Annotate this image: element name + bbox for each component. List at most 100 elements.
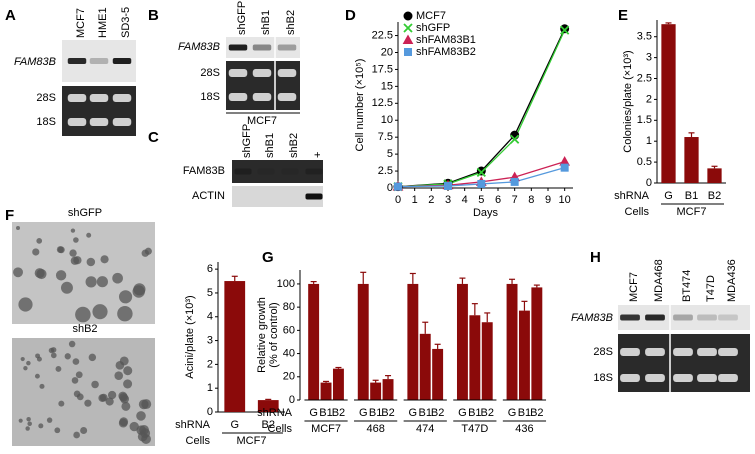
acinus — [64, 353, 71, 360]
acinus — [141, 399, 152, 410]
bar — [684, 137, 699, 183]
acinus — [99, 393, 108, 402]
band — [277, 93, 297, 101]
bar — [308, 283, 320, 400]
acinus — [23, 366, 28, 371]
x-tick-label: B1 — [419, 407, 432, 419]
row-label: 18S — [36, 116, 56, 128]
acinus — [20, 356, 25, 362]
acinus — [36, 268, 47, 280]
band — [620, 314, 640, 321]
band — [67, 58, 87, 64]
x-tick-label: 7 — [512, 194, 518, 206]
y-axis-title: Cell number (×10⁵) — [354, 59, 366, 152]
band — [697, 374, 717, 382]
band — [252, 69, 272, 77]
lane-label: shB1 — [260, 10, 272, 35]
x-tick-label: B2 — [381, 407, 394, 419]
x-tick-label: B1 — [685, 190, 698, 202]
band — [620, 374, 640, 382]
panel-letter: F — [5, 207, 14, 224]
row-label: 28S — [200, 67, 220, 79]
acinus — [60, 281, 73, 294]
band — [257, 168, 275, 175]
y-tick-label: 100 — [277, 278, 295, 290]
y-tick-label: 2 — [646, 93, 652, 105]
panel-letter: B — [148, 7, 159, 24]
x-tick-label: 9 — [545, 194, 551, 206]
y-axis-title: Acini/plate (×10³) — [184, 295, 196, 378]
row-label: 28S — [36, 92, 56, 104]
x-tick-label: 4 — [462, 194, 468, 206]
lane-label: BT474 — [681, 270, 693, 302]
acinus — [70, 256, 80, 265]
lane-label: + — [312, 152, 324, 158]
acinus — [114, 371, 124, 380]
bar — [432, 348, 444, 400]
x-tick-label: B2 — [530, 407, 543, 419]
band — [718, 314, 738, 321]
acinus — [68, 340, 76, 348]
panel-letter: E — [618, 7, 628, 24]
acinus — [39, 383, 45, 389]
y-tick-label: 5 — [387, 148, 393, 160]
band — [305, 168, 323, 175]
x-tick-label: 5 — [478, 194, 484, 206]
row-label: FAM83B — [14, 56, 56, 68]
band — [673, 314, 693, 321]
lane-label: HME1 — [97, 7, 109, 38]
acinus — [129, 421, 139, 432]
lane-label: T47D — [705, 275, 717, 302]
acinus — [91, 380, 99, 389]
legend-marker — [404, 48, 412, 56]
row-label: FAM83B — [571, 312, 613, 324]
y-tick-label: 10 — [381, 114, 393, 126]
y-tick-label: 22.5 — [372, 29, 393, 41]
x-tick-label: 10 — [559, 194, 571, 206]
bar — [407, 283, 419, 400]
acinus — [26, 360, 31, 366]
row-label: Cells — [186, 435, 211, 447]
lane-label: shB2 — [285, 10, 297, 35]
acinus — [34, 373, 40, 379]
acinus — [100, 255, 109, 264]
legend-label: MCF7 — [416, 10, 446, 22]
bar — [707, 168, 722, 183]
acinus — [25, 426, 30, 431]
row-label: shRNA — [175, 419, 211, 431]
row-label: shRNA — [257, 407, 293, 419]
y-tick-label: 80 — [283, 301, 295, 313]
marker — [560, 163, 569, 172]
band — [228, 44, 248, 51]
x-tick-label: 0 — [395, 194, 401, 206]
bar — [419, 333, 431, 400]
acinus — [16, 226, 20, 230]
x-tick-label: B1 — [468, 407, 481, 419]
bar — [456, 283, 468, 400]
y-tick-label: 3.5 — [637, 31, 652, 43]
lane-label: MDA468 — [653, 259, 665, 302]
group-label: 474 — [416, 423, 434, 435]
acinus — [137, 431, 148, 442]
acinus — [136, 411, 146, 421]
gel — [618, 334, 750, 392]
y-tick-label: 12.5 — [372, 97, 393, 109]
acinus — [26, 416, 31, 422]
lane-label: shGFP — [241, 124, 253, 158]
lane-label: shB2 — [288, 133, 300, 158]
legend-label: shFAM83B2 — [416, 46, 476, 58]
band — [252, 93, 272, 101]
bar — [469, 315, 481, 400]
y-tick-label: 60 — [283, 324, 295, 336]
band — [67, 94, 87, 102]
band — [673, 374, 693, 382]
band — [112, 94, 132, 102]
panel-letter: C — [148, 129, 159, 146]
bar — [332, 368, 344, 400]
marker — [394, 182, 402, 191]
y-tick-label: 4 — [207, 311, 213, 323]
bar — [382, 379, 394, 400]
gel — [226, 37, 300, 58]
acinus — [118, 391, 128, 401]
group-label: 468 — [366, 423, 384, 435]
